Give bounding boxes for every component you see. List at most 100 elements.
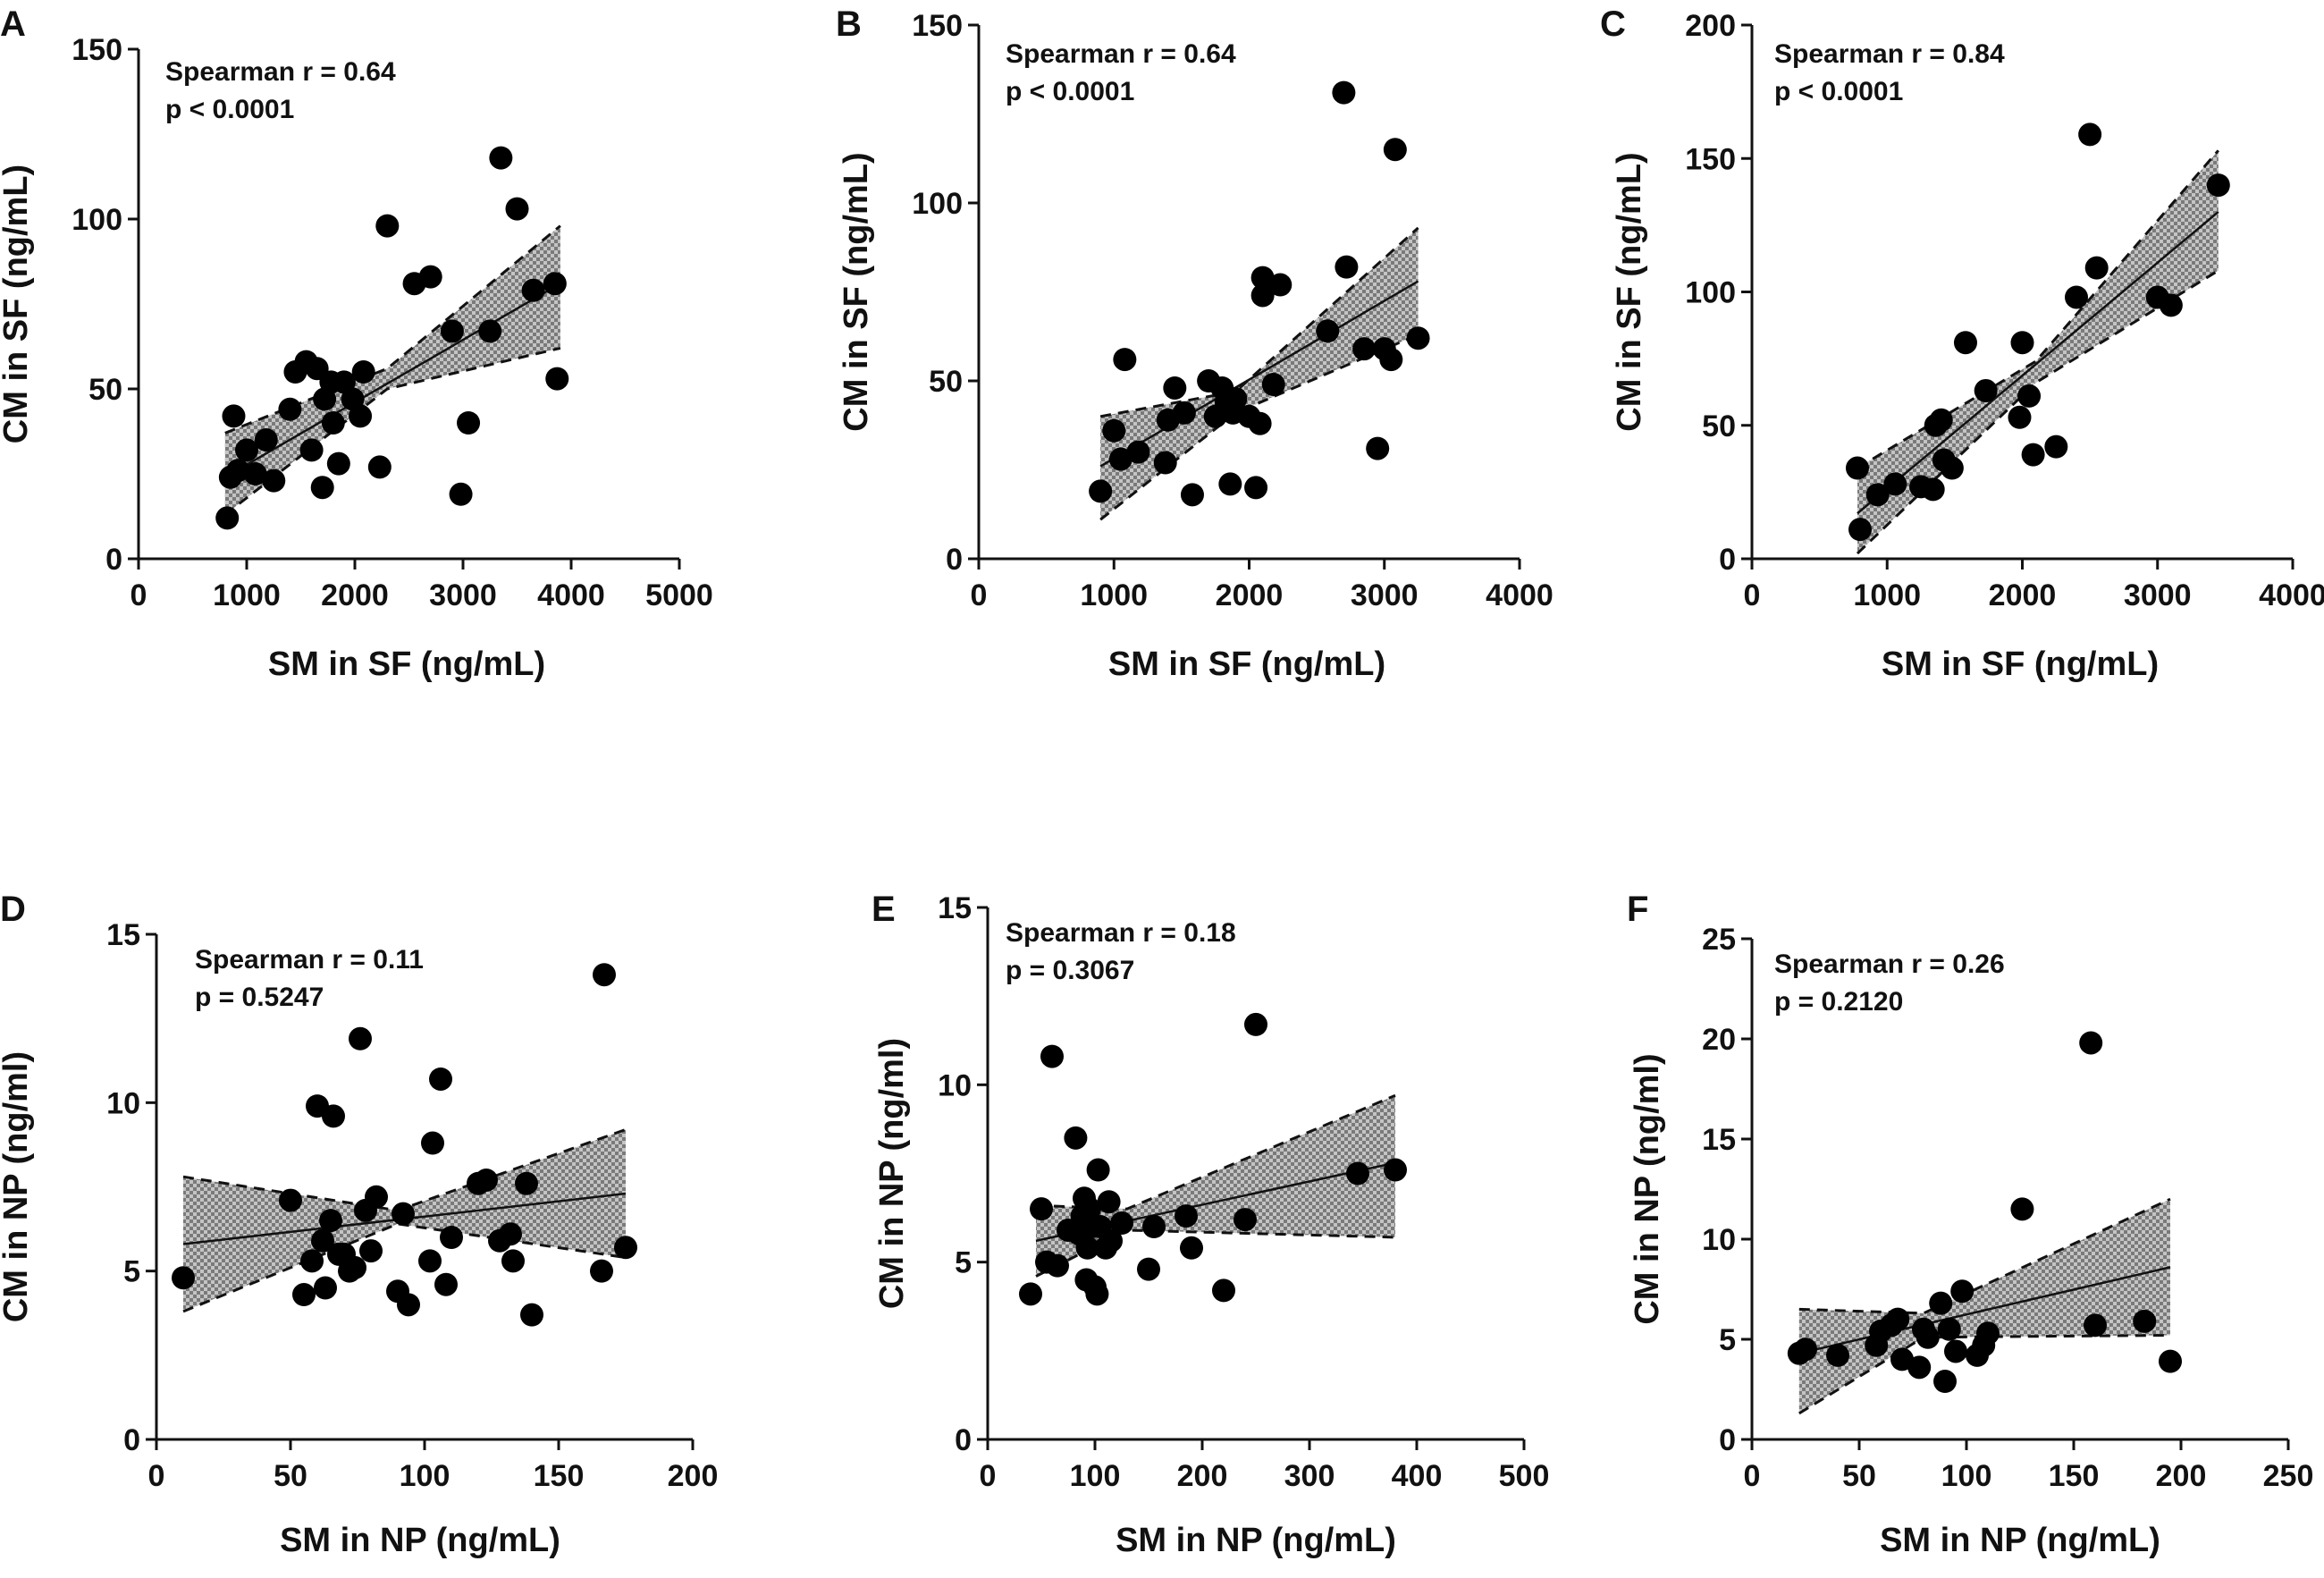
data-point	[1180, 1236, 1203, 1260]
data-point	[449, 482, 473, 506]
x-tick-label: 250	[2263, 1459, 2314, 1493]
data-point	[1030, 1197, 1053, 1221]
x-tick-label: 200	[1177, 1459, 1228, 1493]
x-tick-label: 3000	[1351, 578, 1419, 612]
y-tick-label: 0	[955, 1423, 972, 1457]
x-tick-label: 2000	[1216, 578, 1284, 612]
x-tick-label: 2000	[1989, 578, 2057, 612]
data-point	[1172, 401, 1196, 425]
panel-e: E 0 100 200 300 400 500 0 5 10 15 SM in NP (ng/mL)…	[872, 890, 1549, 1559]
data-point	[1848, 518, 1872, 542]
panel-d: D 0 50 100 150 200 0 5 10 15 SM in NP (ng/mL) CM i…	[0, 890, 718, 1559]
data-point	[235, 438, 258, 462]
data-point	[1180, 483, 1204, 507]
y-tick-label: 5	[123, 1255, 140, 1289]
data-point	[515, 1171, 538, 1195]
data-point	[2078, 122, 2102, 147]
data-point	[243, 462, 267, 485]
data-point	[254, 428, 278, 451]
data-point	[321, 411, 345, 435]
p-value-annotation: p < 0.0001	[1774, 77, 1903, 106]
data-point	[1244, 1012, 1267, 1036]
data-point	[1110, 1211, 1133, 1236]
panel-f: F 0 50 100 150 200 250 0 5 10 15 20 25 SM in NP (ng/…	[1627, 890, 2313, 1559]
data-point	[1019, 1282, 1042, 1306]
data-point	[1974, 378, 1998, 402]
data-point	[1212, 1278, 1235, 1303]
data-point	[2159, 1349, 2182, 1373]
data-point	[457, 411, 481, 435]
p-value-annotation: p = 0.3067	[1006, 956, 1134, 985]
data-point	[2084, 1313, 2107, 1338]
data-point	[1113, 348, 1137, 372]
spearman-r-annotation: Spearman r = 0.84	[1774, 39, 2005, 69]
data-point	[1261, 372, 1285, 396]
p-value-annotation: p < 0.0001	[1006, 77, 1134, 106]
y-tick-label: 200	[1685, 9, 1736, 43]
data-point	[499, 1222, 522, 1246]
data-point	[279, 1188, 302, 1212]
data-point	[392, 1202, 415, 1226]
y-tick-label: 15	[938, 891, 972, 925]
y-tick-label: 0	[105, 543, 122, 577]
data-point	[172, 1266, 195, 1290]
data-point	[226, 459, 250, 483]
y-tick-label: 150	[72, 33, 122, 67]
data-point	[1976, 1321, 2000, 1346]
data-point	[1883, 472, 1907, 496]
data-point	[1244, 476, 1268, 500]
data-point	[367, 455, 392, 479]
x-tick-label: 200	[2156, 1459, 2207, 1493]
x-tick-label: 300	[1284, 1459, 1335, 1493]
x-axis-label: SM in NP (ng/mL)	[1116, 1522, 1396, 1559]
data-point	[421, 1131, 444, 1155]
x-tick-label: 0	[131, 578, 147, 612]
data-point	[2044, 435, 2068, 459]
data-point	[351, 360, 375, 384]
data-point	[1794, 1338, 1817, 1362]
x-axis-label: SM in SF (ng/mL)	[1882, 646, 2159, 683]
regression-line	[224, 283, 561, 478]
x-tick-label: 100	[1070, 1459, 1121, 1493]
spearman-r-annotation: Spearman r = 0.64	[1006, 39, 1236, 69]
x-tick-label: 1000	[213, 578, 281, 612]
data-point	[278, 397, 302, 421]
data-point	[215, 506, 240, 530]
regression-line	[1798, 1266, 2171, 1354]
data-point	[1907, 1355, 1932, 1380]
data-point	[343, 1255, 366, 1279]
data-point	[2079, 1031, 2103, 1055]
data-point	[1089, 479, 1113, 503]
x-axis-label: SM in NP (ng/mL)	[1880, 1522, 2160, 1559]
data-point	[1346, 1161, 1369, 1186]
y-tick-label: 50	[1702, 409, 1736, 443]
data-point	[1332, 80, 1356, 105]
x-tick-label: 100	[400, 1459, 450, 1493]
ci-upper-line	[1035, 1093, 1396, 1211]
data-point	[1250, 283, 1275, 308]
data-point	[310, 476, 334, 500]
x-axis-label: SM in SF (ng/mL)	[268, 646, 545, 683]
data-point	[2017, 384, 2042, 408]
data-point	[520, 1303, 543, 1327]
data-point	[1078, 1197, 1101, 1221]
y-tick-label: 10	[1702, 1223, 1736, 1257]
data-point	[1097, 1190, 1121, 1214]
data-point	[505, 197, 529, 221]
panel-label-f: F	[1627, 890, 1648, 929]
ci-upper-line	[1099, 226, 1419, 418]
spearman-r-annotation: Spearman r = 0.64	[165, 57, 396, 87]
x-tick-label: 1000	[1080, 578, 1148, 612]
data-point	[1950, 1279, 1975, 1304]
data-point	[1826, 1343, 1849, 1367]
x-tick-label: 150	[2049, 1459, 2100, 1493]
x-tick-label: 2000	[321, 578, 389, 612]
data-point	[1953, 331, 1977, 355]
spearman-r-annotation: Spearman r = 0.11	[195, 945, 424, 975]
y-tick-label: 100	[912, 187, 963, 221]
y-tick-label: 10	[106, 1086, 140, 1120]
data-point	[262, 468, 286, 493]
panel-label-a: A	[0, 4, 26, 44]
data-point	[1153, 451, 1177, 475]
